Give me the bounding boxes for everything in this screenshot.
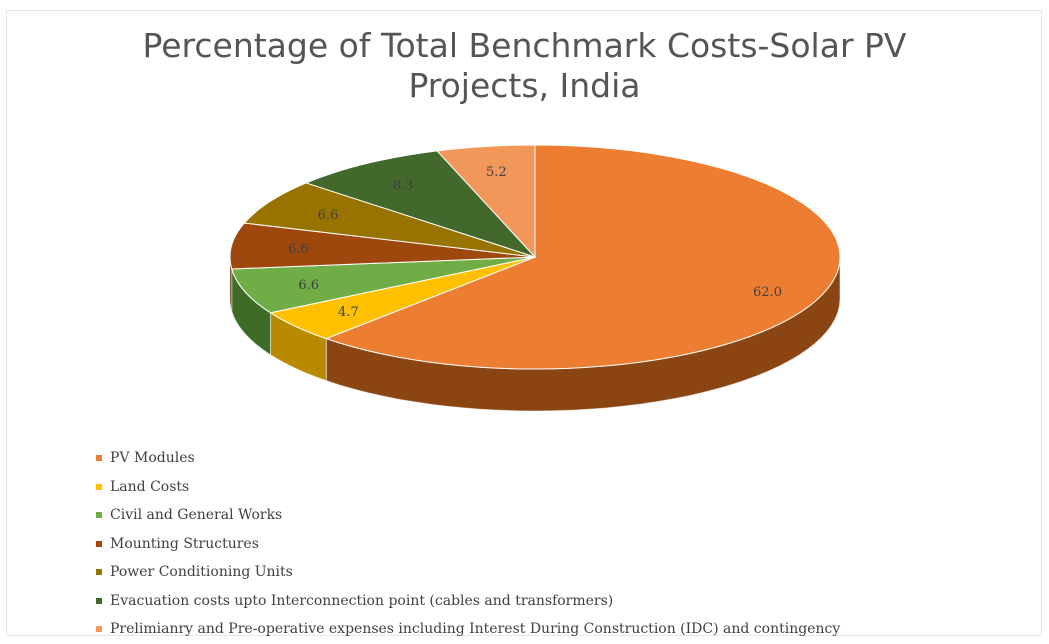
legend-item: PV Modules [96, 444, 840, 473]
legend-item: Evacuation costs upto Interconnection po… [96, 587, 840, 616]
legend-item: Power Conditioning Units [96, 558, 840, 587]
legend-label: Mounting Structures [110, 535, 259, 552]
legend-swatch [96, 512, 102, 519]
pie-chart: 62.0 4.7 6.6 6.6 6.6 8.3 5.2 [229, 144, 841, 412]
legend-swatch [96, 540, 102, 547]
pie-slice-5[interactable] [304, 150, 537, 259]
data-label-1: 4.7 [338, 305, 359, 320]
chart-legend: PV Modules Land Costs Civil and General Wo… [96, 444, 840, 644]
data-label-2: 6.6 [298, 278, 319, 293]
legend-swatch [96, 483, 102, 490]
legend-item: Mounting Structures [96, 530, 840, 559]
pie-slice-4[interactable] [243, 182, 536, 258]
legend-swatch [96, 455, 102, 462]
legend-label: Land Costs [110, 478, 190, 495]
legend-swatch [96, 626, 102, 633]
legend-label: Prelimianry and Pre-operative expenses i… [110, 621, 841, 638]
legend-item: Prelimianry and Pre-operative expenses i… [96, 615, 840, 644]
pie-slice-2[interactable] [231, 256, 536, 314]
chart-title-line-1: Percentage of Total Benchmark Costs-Sola… [142, 26, 907, 65]
data-label-5: 8.3 [393, 178, 414, 193]
data-label-6: 5.2 [486, 165, 507, 180]
chart-frame [6, 10, 1042, 636]
data-label-4: 6.6 [318, 208, 339, 223]
legend-swatch [96, 597, 102, 604]
legend-label: Evacuation costs upto Interconnection po… [110, 592, 614, 609]
chart-title-line-2: Projects, India [408, 66, 641, 105]
legend-label: PV Modules [110, 450, 195, 467]
legend-label: Power Conditioning Units [110, 564, 293, 581]
pie-slice-6[interactable] [436, 144, 536, 259]
data-label-0: 62.0 [753, 285, 782, 300]
data-label-3: 6.6 [288, 242, 309, 257]
legend-item: Civil and General Works [96, 501, 840, 530]
pie-slice-0[interactable] [324, 144, 841, 370]
legend-swatch [96, 569, 102, 576]
legend-item: Land Costs [96, 473, 840, 502]
pie-slice-3[interactable] [229, 222, 536, 270]
legend-label: Civil and General Works [110, 507, 283, 524]
